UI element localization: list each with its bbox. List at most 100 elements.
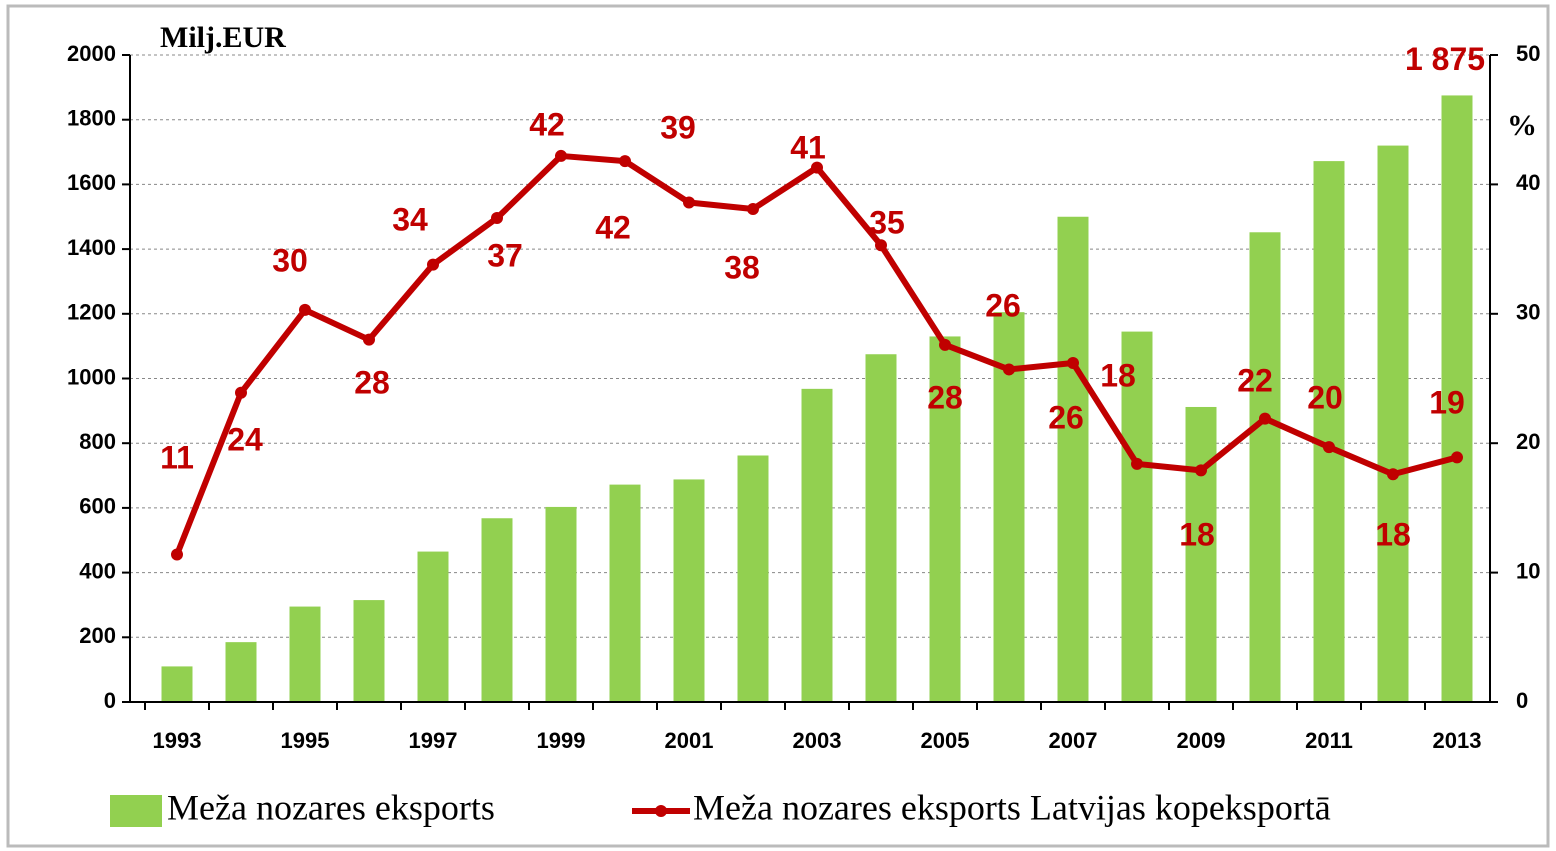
x-tick-label: 2013 [1433,728,1482,753]
line-value-label: 28 [354,364,390,400]
line-point [427,258,439,271]
line-value-label: 38 [724,249,760,285]
y-axis-label: Milj.EUR [160,21,286,54]
bar [1249,232,1281,702]
y2-tick-label: 50 [1516,41,1540,66]
bar [1121,331,1153,702]
y2-tick-label: 30 [1516,300,1540,325]
line-point [235,386,247,399]
bar [1185,406,1217,702]
line-point [1259,412,1271,425]
y2-tick-label: 20 [1516,429,1540,454]
y-tick-label: 400 [79,558,116,583]
line-value-label: 42 [595,209,631,245]
bar [737,455,769,702]
line-value-label: 20 [1307,379,1343,415]
line-point [171,548,183,561]
bar [417,551,449,702]
line-value-label: 18 [1100,357,1136,393]
line-value-label: 22 [1237,362,1273,398]
line-value-label: 35 [869,204,905,240]
line-point [811,161,823,174]
line-value-label: 18 [1375,516,1411,552]
legend-swatch-point [655,805,667,817]
x-tick-label: 2007 [1049,728,1098,753]
line-point [619,155,631,168]
y-tick-label: 1000 [67,364,116,389]
bar [1441,95,1473,702]
line-point [683,196,695,209]
bar [1057,216,1089,702]
legend-swatch [110,795,162,827]
bar [865,354,897,702]
x-tick-label: 1995 [281,728,330,753]
line-value-label: 11 [160,439,194,475]
line-value-label: 26 [1048,399,1084,435]
x-tick-label: 1999 [537,728,586,753]
line-value-label: 24 [227,421,263,457]
bar [289,606,321,702]
line-point [1387,468,1399,481]
bar [673,479,705,702]
line-point [1131,457,1143,470]
bar [1313,161,1345,702]
y-tick-label: 2000 [67,41,116,66]
bar [993,312,1025,702]
x-tick-label: 2011 [1305,728,1353,753]
line-point [1067,356,1079,369]
line-point [491,212,503,225]
y-tick-label: 1800 [67,106,116,131]
line-value-label: 28 [927,379,963,415]
bar [545,506,577,702]
y2-axis-label: % [1507,109,1537,142]
y-tick-label: 600 [79,494,116,519]
x-tick-label: 1997 [409,728,458,753]
line-point [1451,451,1463,464]
y-tick-label: 1200 [67,300,116,325]
line-value-label: 19 [1429,384,1465,420]
frame [6,4,1550,848]
legend-label: Meža nozares eksports [167,787,495,827]
x-tick-label: 2009 [1177,728,1226,753]
line-value-label: 39 [660,109,696,145]
line-point [875,239,887,252]
bar [161,666,193,702]
line-point [1195,464,1207,477]
x-tick-label: 2003 [793,728,842,753]
legend-label: Meža nozares eksports Latvijas kopekspor… [693,787,1331,827]
line-value-label: 34 [392,201,428,237]
line-point [1323,441,1335,454]
bar [225,642,257,702]
line-point [939,338,951,351]
y-tick-label: 200 [79,623,116,648]
line-value-label: 42 [529,106,565,142]
y-tick-label: 800 [79,429,116,454]
line-value-label: 26 [985,287,1021,323]
y-tick-label: 1600 [67,170,116,195]
line-point [299,303,311,316]
line-point [363,333,375,346]
line-point [1003,363,1015,376]
y2-tick-label: 0 [1516,688,1528,713]
line-value-label: 41 [790,129,826,165]
line-value-label: 18 [1179,516,1215,552]
bar [801,388,833,702]
bar-value-label: 1 875 [1405,41,1485,77]
line-point [555,149,567,162]
line-value-label: 37 [487,237,523,273]
x-tick-label: 2001 [665,728,714,753]
y2-tick-label: 10 [1516,558,1540,583]
line-value-label: 30 [272,242,308,278]
bar [1377,145,1409,702]
line-point [747,202,759,215]
x-tick-label: 2005 [921,728,970,753]
x-tick-label: 1993 [153,728,202,753]
y-tick-label: 1400 [67,235,116,260]
y-tick-label: 0 [104,688,116,713]
bar [929,336,961,702]
bar [609,484,641,702]
y2-tick-label: 40 [1516,170,1540,195]
bar [353,600,385,702]
bar [481,518,513,702]
